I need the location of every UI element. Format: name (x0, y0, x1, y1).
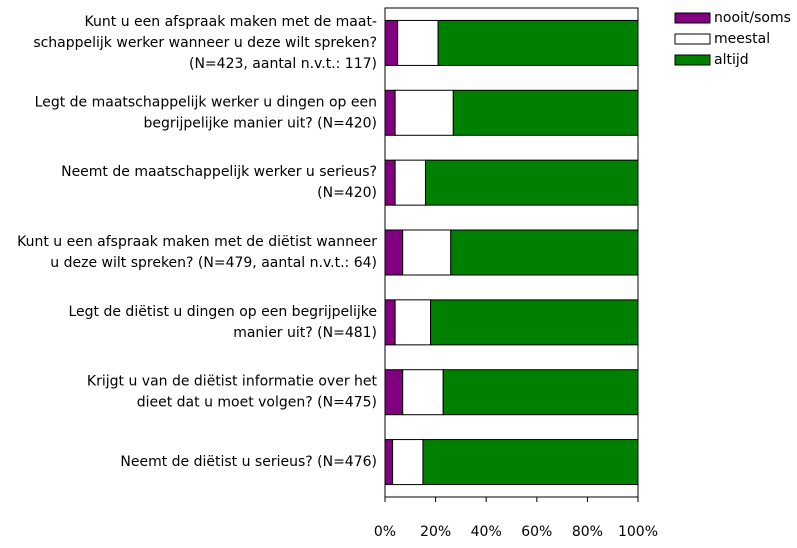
legend-swatch (674, 33, 711, 45)
y-tick-label: Neemt de diëtist u serieus? (N=476) (120, 454, 377, 470)
bar-segment (384, 299, 396, 346)
bar-segment (394, 299, 432, 346)
bar-segment (394, 159, 426, 206)
y-tick-label: Kunt u een afspraak maken met de maat- (85, 14, 377, 30)
legend-label: meestal (714, 31, 770, 47)
y-tick-label: dieet dat u moet volgen? (N=475) (137, 395, 377, 411)
bar-segment (384, 369, 404, 416)
bar-segment (437, 19, 639, 66)
y-tick-label: Neemt de maatschappelijk werker u serieu… (61, 164, 377, 180)
y-tick-label: (N=420) (317, 185, 377, 201)
y-tick-label: manier uit? (N=481) (233, 325, 377, 341)
legend-label: nooit/soms (714, 10, 791, 26)
y-tick-label: Kunt u een afspraak maken met de diëtist… (17, 234, 377, 250)
legend-swatch (674, 12, 711, 24)
legend-label: altijd (714, 52, 749, 68)
bar-segment (394, 89, 454, 136)
bar-segment (384, 439, 394, 486)
x-tick-label: 40% (471, 524, 502, 540)
bar-segment (392, 439, 424, 486)
bar-segment (384, 89, 396, 136)
x-tick-label: 100% (618, 524, 658, 540)
bar-segment (452, 89, 639, 136)
bar-segment (384, 159, 396, 206)
bar-segment (402, 229, 452, 276)
x-tick-label: 60% (521, 524, 552, 540)
y-tick-label: begrijpelijke manier uit? (N=420) (143, 115, 377, 131)
bar-segment (384, 19, 399, 66)
y-tick-label: schappelijk werker wanneer u deze wilt s… (33, 35, 377, 51)
x-tick-label: 0% (374, 524, 396, 540)
bar-segment (442, 369, 639, 416)
bar-segment (450, 229, 639, 276)
bar-segment (397, 19, 439, 66)
y-tick-label: Legt de diëtist u dingen op een begrijpe… (68, 304, 377, 320)
bar-segment (430, 299, 639, 346)
bar-segment (424, 159, 639, 206)
y-tick-label: Krijgt u van de diëtist informatie over … (87, 374, 378, 390)
bar-segment (402, 369, 444, 416)
x-tick-label: 20% (420, 524, 451, 540)
x-tick-label: 80% (572, 524, 603, 540)
bar-segment (422, 439, 639, 486)
legend-swatch (674, 54, 711, 66)
bar-segment (384, 229, 404, 276)
y-tick-label: (N=423, aantal n.v.t.: 117) (189, 56, 377, 72)
y-tick-label: u deze wilt spreken? (N=479, aantal n.v.… (50, 255, 377, 271)
y-tick-label: Legt de maatschappelijk werker u dingen … (35, 94, 377, 110)
